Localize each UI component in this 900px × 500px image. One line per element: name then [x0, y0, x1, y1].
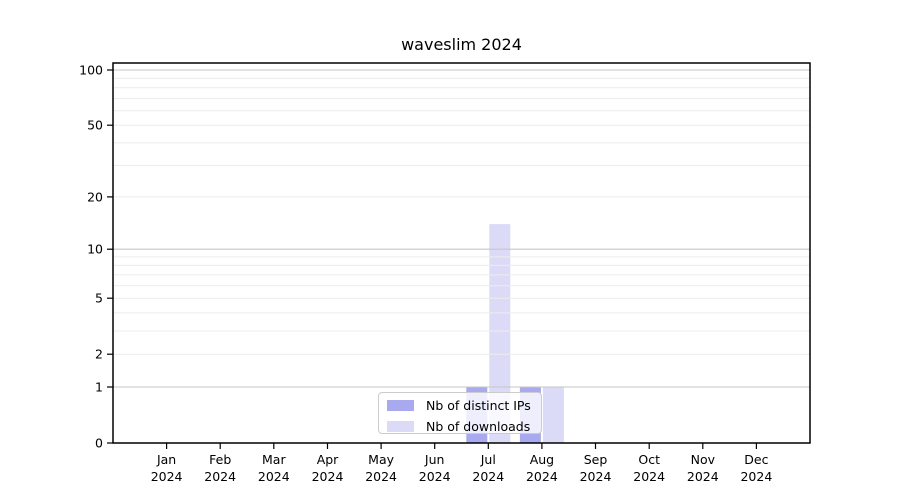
x-tick-label-month: May — [368, 452, 394, 467]
bar-downloads-jul — [489, 224, 511, 443]
x-tick-label-year: 2024 — [151, 469, 183, 484]
x-tick-label-year: 2024 — [740, 469, 772, 484]
x-tick-label-month: Jan — [156, 452, 176, 467]
x-tick-label-month: Oct — [638, 452, 660, 467]
x-tick-label-month: Jul — [480, 452, 496, 467]
x-tick-label-month: Apr — [317, 452, 339, 467]
y-tick-label: 2 — [95, 347, 103, 362]
bar-downloads-aug — [542, 387, 564, 443]
chart-title: waveslim 2024 — [401, 35, 522, 54]
y-tick-label: 1 — [95, 380, 103, 395]
y-tick-label: 50 — [87, 118, 103, 133]
x-tick-label-month: Jun — [424, 452, 445, 467]
y-tick-label: 20 — [87, 189, 103, 204]
x-tick-label-year: 2024 — [580, 469, 612, 484]
x-tick-label-month: Feb — [209, 452, 231, 467]
legend-swatch-downloads-icon — [387, 420, 414, 432]
y-tick-label: 5 — [95, 291, 103, 306]
x-tick-label-year: 2024 — [419, 469, 451, 484]
x-tick-label-month: Aug — [530, 452, 554, 467]
x-tick-label-month: Sep — [584, 452, 608, 467]
x-tick-label-year: 2024 — [204, 469, 236, 484]
legend-item-distinct-ips: Nb of distinct IPs — [379, 396, 541, 414]
x-tick-label-year: 2024 — [258, 469, 290, 484]
legend-swatch-distinct-ips-icon — [387, 399, 414, 411]
x-tick-label-year: 2024 — [312, 469, 344, 484]
x-tick-label-year: 2024 — [472, 469, 504, 484]
x-tick-label-month: Nov — [691, 452, 716, 467]
y-tick-label: 100 — [79, 63, 103, 78]
x-tick-label-year: 2024 — [633, 469, 665, 484]
legend-label-distinct-ips: Nb of distinct IPs — [426, 397, 531, 413]
x-tick-label-month: Mar — [262, 452, 286, 467]
plot-frame — [112, 62, 811, 444]
x-tick-label-month: Dec — [744, 452, 768, 467]
y-tick-label: 0 — [95, 436, 103, 451]
x-tick-label-year: 2024 — [687, 469, 719, 484]
legend-item-downloads: Nb of downloads — [379, 417, 541, 435]
x-tick-label-year: 2024 — [365, 469, 397, 484]
legend-label-downloads: Nb of downloads — [426, 418, 531, 434]
legend: Nb of distinct IPs Nb of downloads — [378, 392, 542, 434]
x-tick-label-year: 2024 — [526, 469, 558, 484]
y-tick-label: 10 — [87, 242, 103, 257]
